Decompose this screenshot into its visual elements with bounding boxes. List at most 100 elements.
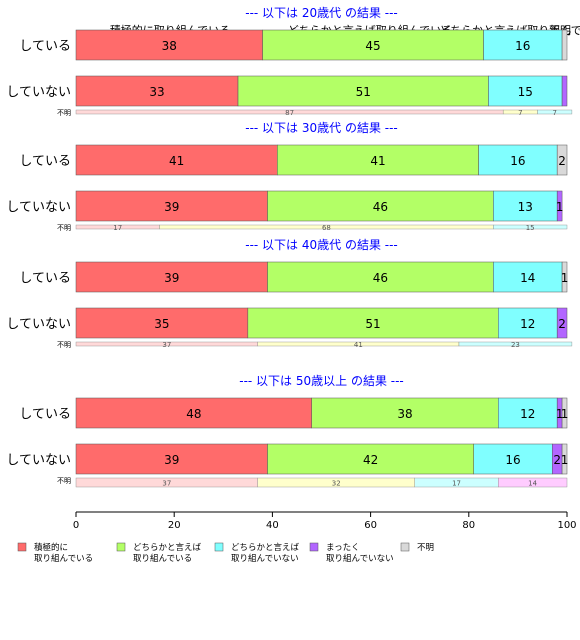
unknown-value-label: 68 <box>322 224 331 232</box>
bar-segment <box>262 29 484 61</box>
bar-value-label: 39 <box>164 200 179 214</box>
bar-value-label: 1 <box>556 407 564 421</box>
legend-swatch <box>17 542 27 552</box>
unknown-value-label: 23 <box>511 341 520 349</box>
bar-value-label: 16 <box>515 39 530 53</box>
row-label: している <box>19 154 71 169</box>
bar-segment <box>498 397 558 429</box>
bar-segment <box>556 144 568 176</box>
bar-value-label: 46 <box>373 200 388 214</box>
legend-label: まったく <box>326 543 360 553</box>
bar-value-label: 1 <box>561 407 569 421</box>
row-label: している <box>19 407 71 422</box>
bar-segment <box>75 190 268 222</box>
bar-segment <box>493 190 558 222</box>
legend-swatch <box>309 542 319 552</box>
bar-value-label: 12 <box>520 317 535 331</box>
bar-value-label: 2 <box>553 453 561 467</box>
bar-segment <box>267 443 474 475</box>
bar-value-label: 51 <box>365 317 380 331</box>
bar-segment <box>483 29 563 61</box>
bar-value-label: 15 <box>518 85 533 99</box>
bar-value-label: 16 <box>510 154 525 168</box>
group-title: --- 以下は 40歳代 の結果 --- <box>245 238 398 252</box>
bar-segment <box>237 75 489 107</box>
unknown-bar-segment <box>458 341 573 347</box>
group-title: --- 以下は 30歳代 の結果 --- <box>245 121 398 135</box>
row-label: していない <box>6 317 71 332</box>
bar-value-label: 1 <box>556 200 564 214</box>
bar-segment <box>277 144 479 176</box>
legend-label: 取り組んでいない <box>326 553 394 564</box>
unknown-value-label: 7 <box>552 109 556 117</box>
bar-value-label: 14 <box>520 271 535 285</box>
unknown-value-label: 17 <box>452 480 461 488</box>
bar-segment <box>75 307 249 339</box>
bar-value-label: 2 <box>558 154 566 168</box>
bar-segment <box>561 261 568 293</box>
bar-segment <box>311 397 499 429</box>
bar-value-label: 51 <box>356 85 371 99</box>
x-tick-label: 20 <box>168 520 181 531</box>
bar-segment <box>561 397 568 429</box>
unknown-value-label: 87 <box>285 109 294 117</box>
bar-segment <box>561 29 568 61</box>
bar-segment <box>267 261 494 293</box>
row-label: していない <box>6 85 71 100</box>
bar-value-label: 39 <box>164 453 179 467</box>
unknown-value-label: 17 <box>113 224 122 232</box>
bar-segment <box>75 443 268 475</box>
bar-segment <box>493 261 563 293</box>
row-label: していない <box>6 453 71 468</box>
x-tick-label: 0 <box>73 520 79 531</box>
x-tick-label: 80 <box>462 520 475 531</box>
bar-value-label: 38 <box>397 407 412 421</box>
bar-value-label: 45 <box>365 39 380 53</box>
legend-label: 不明 <box>417 543 434 553</box>
bar-value-label: 13 <box>518 200 533 214</box>
legend-label: 取り組んでいる <box>133 553 192 564</box>
legend-label: どちらかと言えば <box>231 542 300 553</box>
bar-segment <box>75 144 278 176</box>
unknown-row-label: 不明 <box>57 224 71 232</box>
bar-value-label: 16 <box>505 453 520 467</box>
unknown-row-label: 不明 <box>57 109 71 117</box>
bar-value-label: 48 <box>186 407 201 421</box>
x-tick-label: 60 <box>364 520 377 531</box>
row-label: している <box>19 271 71 286</box>
legend-swatch <box>214 542 224 552</box>
unknown-value-label: 7 <box>518 109 522 117</box>
bar-segment <box>75 75 239 107</box>
bar-segment <box>473 443 553 475</box>
bar-segment <box>75 261 268 293</box>
bar-value-label: 42 <box>363 453 378 467</box>
bar-segment <box>556 307 568 339</box>
bar-value-label: 35 <box>154 317 169 331</box>
group-title: --- 以下は 20歳代 の結果 --- <box>245 6 398 20</box>
bar-segment <box>561 75 568 107</box>
bar-value-label: 41 <box>169 154 184 168</box>
bar-segment <box>247 307 499 339</box>
bar-value-label: 33 <box>149 85 164 99</box>
bar-value-label: 39 <box>164 271 179 285</box>
legend-label: 取り組んでいる <box>34 553 93 564</box>
legend-label: 取り組んでいない <box>231 553 299 564</box>
unknown-value-label: 32 <box>332 480 341 488</box>
x-tick-label: 40 <box>266 520 279 531</box>
unknown-value-label: 14 <box>528 480 537 488</box>
row-label: している <box>19 39 71 54</box>
bar-value-label: 41 <box>370 154 385 168</box>
bar-value-label: 2 <box>558 317 566 331</box>
bar-value-label: 12 <box>520 407 535 421</box>
unknown-value-label: 37 <box>162 341 171 349</box>
legend-swatch <box>400 542 410 552</box>
bar-value-label: 46 <box>373 271 388 285</box>
unknown-bar-segment <box>537 109 573 115</box>
x-tick-label: 100 <box>557 520 576 531</box>
legend-label: 積極的に <box>34 542 68 553</box>
unknown-value-label: 41 <box>354 341 363 349</box>
legend-swatch <box>116 542 126 552</box>
unknown-value-label: 15 <box>526 224 535 232</box>
